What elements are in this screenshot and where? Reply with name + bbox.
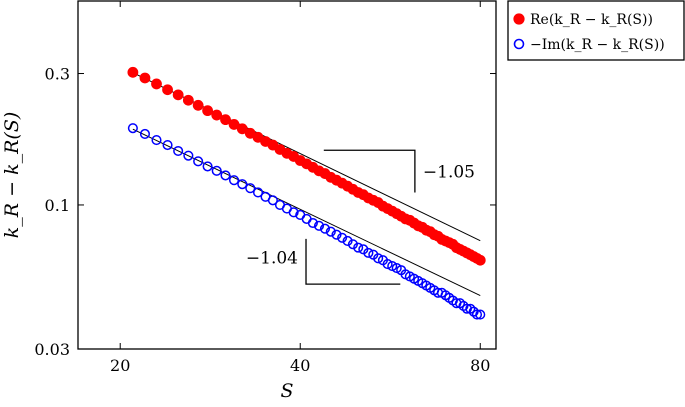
legend-frame — [507, 0, 685, 61]
data-point-im — [387, 261, 398, 272]
slope-triangle-re — [323, 149, 416, 193]
data-point-im — [151, 135, 162, 146]
data-point-re — [474, 254, 486, 266]
data-point-im — [220, 170, 231, 181]
data-point-re — [151, 78, 162, 90]
data-point-im — [183, 150, 194, 161]
data-point-im — [373, 253, 384, 264]
x-tick-label: 20 — [110, 356, 130, 375]
data-point-im — [139, 128, 151, 140]
y-tick-label: 0.1 — [45, 196, 70, 215]
data-point-re — [182, 94, 194, 106]
axis-ticks-layer: 20 40 80 0.03 0.1 0.3 — [34, 1, 496, 375]
x-tick-label: 80 — [470, 356, 490, 375]
legend-label-re: Re(k_R − k_R(S)) — [530, 12, 653, 28]
data-point-im — [342, 235, 353, 247]
data-point-re — [162, 84, 173, 96]
data-point-re — [236, 123, 248, 135]
data-point-re — [202, 105, 213, 117]
data-points-layer — [127, 66, 486, 320]
data-point-im — [347, 239, 358, 250]
data-point-im — [202, 161, 213, 172]
plot-frame — [77, 0, 497, 350]
data-point-im — [382, 259, 393, 270]
legend-label-im: −Im(k_R − k_R(S)) — [530, 37, 665, 53]
slope-label-im: −1.04 — [246, 249, 298, 269]
x-axis-title: S — [280, 380, 293, 402]
data-point-im — [465, 303, 476, 314]
data-point-re — [192, 99, 204, 111]
data-point-im — [468, 306, 479, 317]
data-point-im — [245, 183, 256, 194]
data-point-im — [211, 165, 222, 176]
data-point-im — [237, 179, 248, 190]
data-point-im — [471, 309, 483, 320]
data-point-im — [267, 195, 278, 206]
data-point-im — [331, 229, 342, 240]
data-point-im — [353, 242, 364, 253]
data-point-im — [252, 187, 264, 198]
data-point-im — [475, 309, 486, 320]
y-axis-title: k_R − k_R(S) — [1, 112, 23, 238]
fit-line-im — [132, 128, 481, 297]
data-point-im — [337, 232, 348, 243]
data-point-im — [301, 213, 312, 224]
legend: Re(k_R − k_R(S)) −Im(k_R − k_R(S)) — [507, 0, 685, 61]
y-tick-label: 0.03 — [34, 340, 70, 359]
legend-marker-re — [513, 13, 525, 25]
legend-marker-im — [513, 38, 525, 50]
data-point-im — [325, 226, 336, 237]
data-point-re — [220, 114, 231, 126]
data-point-im — [363, 247, 374, 258]
data-point-re — [139, 72, 151, 84]
slope-triangle-im — [305, 238, 401, 285]
data-point-re — [127, 66, 139, 78]
data-point-im — [173, 145, 184, 157]
data-point-im — [228, 175, 240, 186]
data-point-im — [162, 139, 173, 151]
data-point-re — [228, 119, 240, 130]
data-point-im — [313, 220, 325, 231]
data-point-im — [288, 207, 299, 218]
data-point-im — [307, 217, 318, 229]
slope-label-re: −1.05 — [423, 162, 475, 182]
data-point-im — [193, 156, 204, 167]
data-point-re — [172, 89, 184, 101]
data-point-im — [319, 223, 331, 234]
y-tick-label: 0.3 — [45, 65, 70, 84]
data-point-im — [127, 123, 138, 134]
data-point-re — [211, 109, 223, 121]
slope-triangles-layer: −1.05 −1.04 — [246, 149, 475, 285]
x-tick-label: 40 — [290, 356, 310, 375]
